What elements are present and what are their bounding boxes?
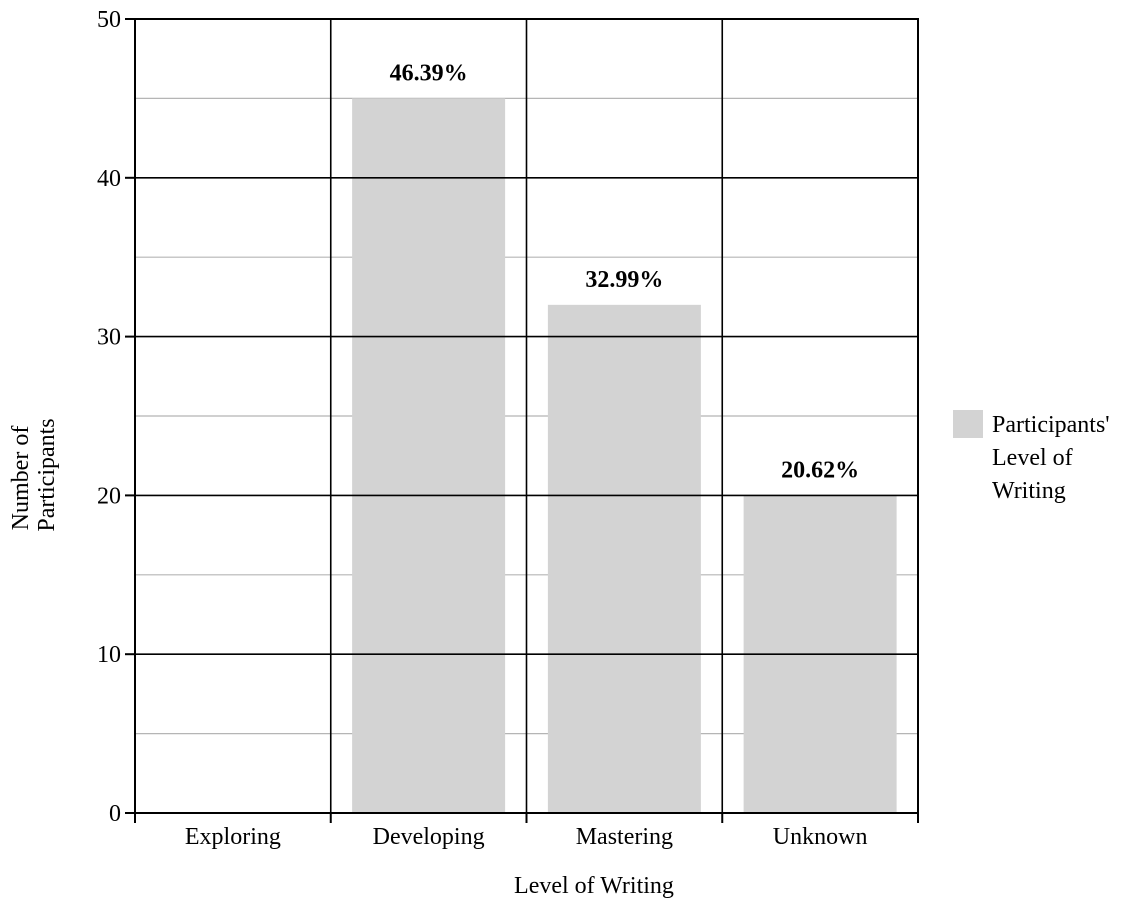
legend: Participants' Level of Writing (953, 410, 1110, 504)
y-axis-ticks: 0 10 20 30 40 50 (97, 7, 135, 827)
y-axis-title-line-1: Number of (8, 426, 34, 531)
bars (352, 98, 897, 813)
data-label-developing: 46.39% (390, 60, 468, 86)
x-tick-label-exploring: Exploring (185, 824, 281, 850)
data-label-unknown: 20.62% (781, 457, 859, 483)
x-tick-label-unknown: Unknown (773, 824, 868, 850)
y-axis-title-line-2: Participants (34, 418, 60, 531)
data-labels: 46.39% 32.99% 20.62% (390, 60, 860, 483)
svg-text:Number of Participants: Number of Participants (8, 418, 60, 531)
legend-swatch (953, 410, 983, 438)
y-tick-label: 30 (97, 325, 121, 351)
x-axis-title: Level of Writing (514, 873, 674, 899)
legend-label-line-1: Participants' (992, 412, 1110, 438)
x-axis-ticks: Exploring Developing Mastering Unknown (134, 813, 919, 850)
y-tick-label: 0 (109, 801, 121, 827)
y-axis-title: Number of Participants (8, 418, 60, 531)
major-gridlines (135, 19, 918, 813)
data-label-mastering: 32.99% (585, 267, 663, 293)
x-tick-label-mastering: Mastering (576, 824, 673, 850)
y-tick-label: 50 (97, 7, 121, 33)
legend-label-line-3: Writing (992, 478, 1066, 504)
y-tick-label: 10 (97, 642, 121, 668)
y-tick-label: 20 (97, 483, 121, 509)
legend-label-line-2: Level of (992, 445, 1073, 471)
y-tick-label: 40 (97, 166, 121, 192)
bar-mastering (547, 304, 701, 813)
bar-developing (352, 98, 506, 813)
x-tick-label-developing: Developing (373, 824, 485, 850)
